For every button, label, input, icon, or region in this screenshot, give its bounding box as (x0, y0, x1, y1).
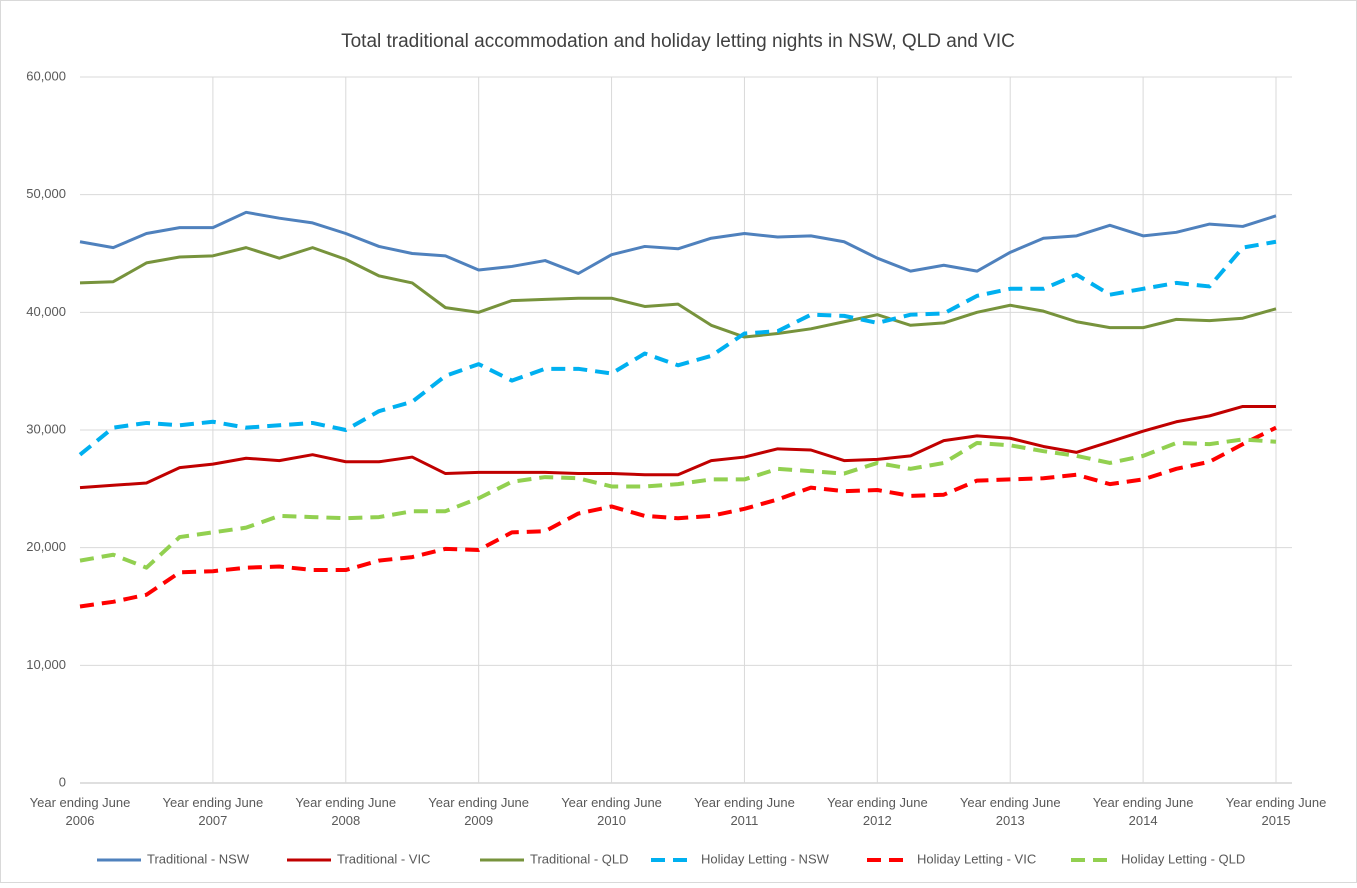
series-line (79, 437, 1277, 570)
x-tick-label: Year ending June 2011 (694, 795, 795, 828)
x-tick-label: Year ending June 2009 (428, 795, 529, 828)
x-tick-label-line: Year ending June (1226, 795, 1327, 810)
x-tick-label: Year ending June 2015 (1226, 795, 1327, 828)
x-tick-label: Year ending June 2012 (827, 795, 928, 828)
series-line (79, 210, 1277, 276)
x-tick-label: Year ending June 2007 (163, 795, 264, 828)
y-tick-label: 0 (59, 774, 66, 789)
x-tick-label: Year ending June 2013 (960, 795, 1061, 828)
series-line (78, 239, 1277, 457)
x-tick-label: Year ending June 2014 (1093, 795, 1194, 828)
y-tick-label: 40,000 (26, 304, 66, 319)
x-tick-label-line: 2007 (198, 813, 227, 828)
x-tick-label: Year ending June 2006 (30, 795, 131, 828)
x-tick-label-line: Year ending June (295, 795, 396, 810)
x-tick-label-line: 2009 (464, 813, 493, 828)
x-tick-label-line: 2015 (1262, 813, 1291, 828)
x-tick-label-line: 2014 (1129, 813, 1158, 828)
x-tick-label-line: 2008 (331, 813, 360, 828)
x-tick-label-line: 2011 (730, 813, 758, 828)
series-line (79, 404, 1276, 490)
x-tick-label-line: 2010 (597, 813, 626, 828)
x-tick-label-line: Year ending June (30, 795, 131, 810)
legend-label: Holiday Letting - NSW (701, 851, 830, 866)
x-tick-label-line: Year ending June (1093, 795, 1194, 810)
y-tick-label: 60,000 (26, 68, 66, 83)
x-tick-label-line: Year ending June (960, 795, 1061, 810)
legend-label: Traditional - VIC (337, 851, 430, 866)
x-tick-label-line: 2006 (66, 813, 95, 828)
legend-label: Holiday Letting - QLD (1121, 851, 1245, 866)
y-tick-label: 10,000 (26, 657, 66, 672)
chart-title: Total traditional accommodation and holi… (341, 31, 1015, 52)
y-tick-label: 20,000 (26, 539, 66, 554)
x-tick-label: Year ending June 2010 (561, 795, 662, 828)
x-tick-label-line: Year ending June (827, 795, 928, 810)
legend-label: Traditional - NSW (147, 851, 250, 866)
x-tick-label-line: 2012 (863, 813, 892, 828)
x-tick-label-line: Year ending June (561, 795, 662, 810)
legend-label: Traditional - QLD (530, 851, 629, 866)
x-tick-label-line: 2013 (996, 813, 1025, 828)
series-line (79, 246, 1277, 339)
x-tick-label-line: Year ending June (163, 795, 264, 810)
x-tick-label-line: Year ending June (694, 795, 795, 810)
x-tick-label: Year ending June 2008 (295, 795, 396, 828)
x-tick-label-line: Year ending June (428, 795, 529, 810)
legend-label: Holiday Letting - VIC (917, 851, 1036, 866)
y-tick-label: 30,000 (26, 421, 66, 436)
y-tick-label: 50,000 (26, 186, 66, 201)
series-line (79, 425, 1277, 609)
